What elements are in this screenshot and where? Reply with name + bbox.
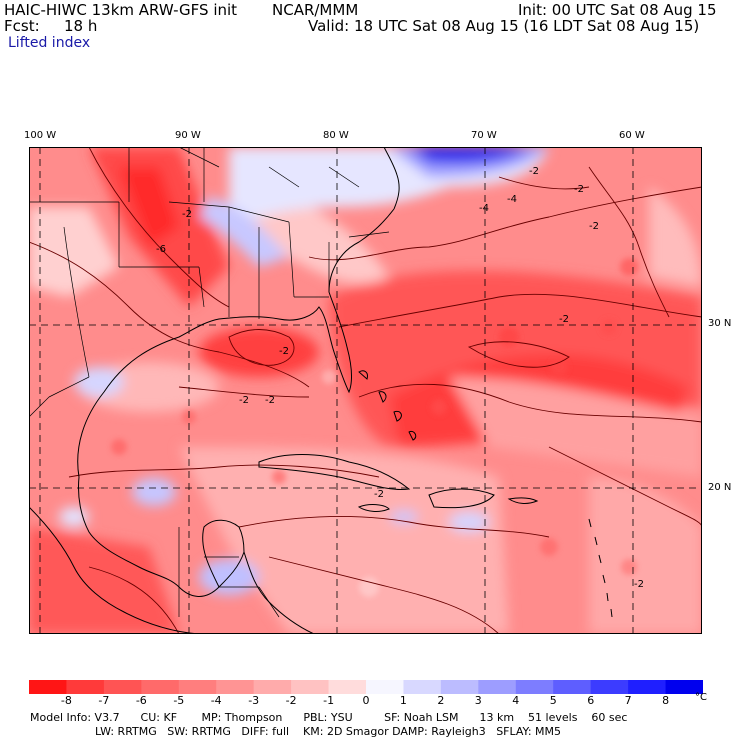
political-boundaries <box>29 147 390 618</box>
lat-lon-grid <box>29 147 702 634</box>
contour-label-group: -2 -2 -2 -2 -2 -2 -2 -4 -4 -6 -2 -2 -2 <box>156 166 644 590</box>
contour-label: -2 <box>239 395 249 406</box>
lon-label-80w: 80 W <box>323 130 349 141</box>
colorbar-segment <box>366 680 404 694</box>
colorbar-tick-label: -6 <box>135 694 147 707</box>
contour-label: -2 <box>529 166 539 177</box>
model-info-line-1: Model Info: V3.7 CU: KF MP: Thompson PBL… <box>30 711 628 724</box>
colorbar-segment <box>515 680 554 694</box>
colorbar-tick-label: 6 <box>587 694 595 707</box>
contour-label: -4 <box>479 203 489 214</box>
colorbar-tick-label: -2 <box>285 694 297 707</box>
colorbar-segment <box>141 680 180 694</box>
contour-label: -2 <box>279 346 289 357</box>
contour-label: -2 <box>265 395 275 406</box>
colorbar-unit: °C <box>695 692 707 703</box>
colorbar-segment <box>291 680 330 694</box>
init-time: Init: 00 UTC Sat 08 Aug 15 <box>518 1 717 19</box>
colorbar-segment <box>628 680 667 694</box>
lat-label-30n: 30 N <box>708 318 732 329</box>
contour-label: -4 <box>507 194 517 205</box>
contour-label: -2 <box>374 489 384 500</box>
colorbar-tick-label: 3 <box>474 694 482 707</box>
forecast-hour: 18 h <box>64 17 98 35</box>
colorbar-segment <box>66 680 105 694</box>
colorbar-tick-label: -8 <box>60 694 72 707</box>
colorbar-segment <box>328 680 367 694</box>
colorbar-tick-label: 8 <box>662 694 670 707</box>
contour-label: -2 <box>634 579 644 590</box>
colorbar-tick-label: 1 <box>399 694 407 707</box>
model-info-line-2: LW: RRTMG SW: RRTMG DIFF: full KM: 2D Sm… <box>95 725 561 738</box>
model-title: HAIC-HIWC 13km ARW-GFS init <box>4 1 238 19</box>
lifted-index-map: -2 -2 -2 -2 -2 -2 -2 -4 -4 -6 -2 -2 -2 <box>29 147 702 634</box>
field-name: Lifted index <box>8 35 91 51</box>
colorbar-segment <box>216 680 255 694</box>
colorbar-segment <box>665 680 703 694</box>
colorbar-segment <box>29 680 67 694</box>
lon-label-100w: 100 W <box>24 130 57 141</box>
lon-label-90w: 90 W <box>175 130 201 141</box>
contour-lines <box>29 147 702 634</box>
colorbar-tick-label: -4 <box>210 694 222 707</box>
org-label: NCAR/MMM <box>272 1 359 19</box>
colorbar-segment <box>403 680 442 694</box>
lon-label-60w: 60 W <box>619 130 645 141</box>
field-shading <box>29 147 702 634</box>
colorbar <box>29 680 703 694</box>
contour-label: -6 <box>156 244 166 255</box>
colorbar-tick-label: 0 <box>362 694 370 707</box>
colorbar-segment <box>440 680 479 694</box>
contour-label: -2 <box>559 314 569 325</box>
contour-label: -2 <box>574 184 584 195</box>
lon-label-70w: 70 W <box>471 130 497 141</box>
colorbar-segment <box>478 680 517 694</box>
colorbar-tick-label: 2 <box>437 694 445 707</box>
colorbar-segment <box>590 680 629 694</box>
colorbar-tick-label: -7 <box>98 694 110 707</box>
colorbar-segment <box>553 680 592 694</box>
contour-label: -2 <box>589 221 599 232</box>
colorbar-tick-label: 4 <box>512 694 520 707</box>
colorbar-segment <box>178 680 217 694</box>
colorbar-tick-label: -5 <box>173 694 185 707</box>
contour-label: -2 <box>182 209 192 220</box>
colorbar-tick-label: 5 <box>549 694 557 707</box>
map-frame <box>29 147 702 634</box>
lat-label-20n: 20 N <box>708 482 732 493</box>
colorbar-tick-label: -3 <box>248 694 260 707</box>
colorbar-segment <box>253 680 292 694</box>
valid-time: Valid: 18 UTC Sat 08 Aug 15 (16 LDT Sat … <box>308 17 700 35</box>
colorbar-tick-label: 7 <box>624 694 632 707</box>
colorbar-segment <box>103 680 142 694</box>
forecast-label: Fcst: <box>4 17 40 35</box>
colorbar-tick-label: -1 <box>323 694 335 707</box>
field-speckle <box>111 258 638 597</box>
